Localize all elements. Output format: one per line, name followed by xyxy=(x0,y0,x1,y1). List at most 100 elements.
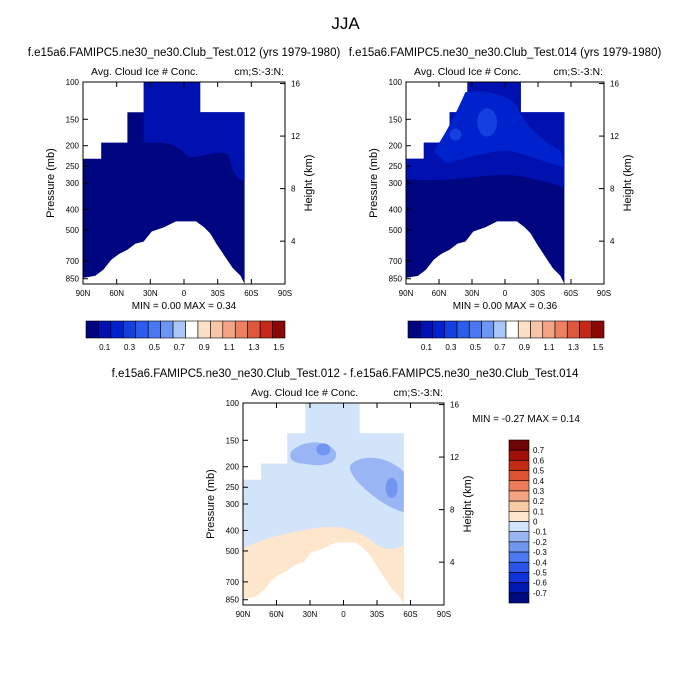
height-tick-label: 12 xyxy=(610,132,619,141)
colorbar-label: 0 xyxy=(533,518,538,527)
colorbar-swatch xyxy=(508,480,530,492)
colorbar-swatch xyxy=(508,592,530,604)
colorbar-swatch xyxy=(517,320,531,339)
colorbar-label: -0.2 xyxy=(533,538,547,547)
colorbar-swatch xyxy=(172,320,186,339)
field-level-2 xyxy=(143,82,245,180)
y-tick-label: 250 xyxy=(226,483,240,492)
colorbar-swatch xyxy=(508,541,530,553)
colorbar-swatch xyxy=(508,572,530,583)
colorbar-swatch xyxy=(508,551,530,563)
colorbar-label: 0.4 xyxy=(533,477,545,486)
x-tick-label: 90S xyxy=(597,289,611,298)
colorbar-label: 0.7 xyxy=(174,343,186,352)
colorbar-label: 0.7 xyxy=(533,446,545,455)
y-tick-label: 150 xyxy=(226,436,240,445)
colorbar-label: 0.3 xyxy=(445,343,457,352)
x-tick-label: 0 xyxy=(182,289,187,298)
colorbar-swatch xyxy=(508,470,530,482)
y-tick-label: 300 xyxy=(389,179,403,188)
x-tick-label: 0 xyxy=(503,289,508,298)
colorbar-swatch xyxy=(505,320,519,339)
y-tick-label: 500 xyxy=(226,547,240,556)
colorbar-label: -0.6 xyxy=(533,579,547,588)
colorbar-label: 1.1 xyxy=(543,343,555,352)
colorbar-label: 0.2 xyxy=(533,497,545,506)
colorbar-swatch xyxy=(542,320,556,339)
colorbar-swatch xyxy=(579,320,593,339)
y-tick-label: 700 xyxy=(389,257,403,266)
colorbar-swatch xyxy=(210,320,224,339)
colorbar-label: 1.3 xyxy=(248,343,260,352)
x-tick-label: 60N xyxy=(432,289,447,298)
x-tick-label: 90N xyxy=(399,289,414,298)
y-tick-label: 400 xyxy=(389,205,403,214)
panels-group: f.e15a6.FAMIPC5.ne30_ne30.Club_Test.012 … xyxy=(28,47,662,619)
colorbar-label: 0.9 xyxy=(519,343,531,352)
x-tick-label: 60N xyxy=(269,610,284,619)
colorbar-label: 1.5 xyxy=(273,343,285,352)
colorbar: 0.1 0.3 0.5 0.7 0.9 1.1 1.3 1.5 xyxy=(85,320,286,352)
contour-field xyxy=(243,403,444,605)
min-max-label: MIN = 0.00 MAX = 0.34 xyxy=(132,301,237,312)
y-tick-label: 200 xyxy=(226,463,240,472)
y-tick-label: 150 xyxy=(66,115,80,124)
panel-title: f.e15a6.FAMIPC5.ne30_ne30.Club_Test.012 … xyxy=(28,47,341,59)
panel-title: f.e15a6.FAMIPC5.ne30_ne30.Club_Test.012 … xyxy=(112,368,579,380)
colorbar-swatch xyxy=(432,320,446,339)
x-tick-label: 60S xyxy=(244,289,258,298)
colorbar-swatch xyxy=(234,320,248,339)
height-tick-label: 4 xyxy=(450,558,455,567)
colorbar-swatch xyxy=(566,320,580,339)
height-tick-label: 16 xyxy=(610,80,619,89)
colorbar-swatch xyxy=(135,320,149,339)
colorbar-label: 0.1 xyxy=(533,507,545,516)
height-tick-label: 8 xyxy=(610,185,615,194)
x-tick-label: 30S xyxy=(211,289,225,298)
height-tick-label: 12 xyxy=(291,132,300,141)
min-max-label: MIN = 0.00 MAX = 0.36 xyxy=(453,301,558,312)
colorbar-swatch xyxy=(123,320,137,339)
colorbar-swatch xyxy=(259,320,273,339)
x-tick-label: 30N xyxy=(143,289,158,298)
y-tick-label: 850 xyxy=(66,275,80,284)
colorbar-label: 1.3 xyxy=(568,343,580,352)
y-tick-label: 100 xyxy=(66,78,80,87)
diff-field-min xyxy=(385,477,398,498)
chart-panel-1: f.e15a6.FAMIPC5.ne30_ne30.Club_Test.012 … xyxy=(28,47,341,352)
height-tick-label: 16 xyxy=(450,401,459,410)
colorbar: 0.70.60.50.40.30.20.10-0.1-0.2-0.3-0.4-0… xyxy=(508,439,547,604)
x-tick-label: 30N xyxy=(465,289,480,298)
contour-field xyxy=(83,82,285,284)
colorbar-swatch xyxy=(185,320,199,339)
colorbar-label: -0.3 xyxy=(533,548,547,557)
colorbar-label: 0.3 xyxy=(124,343,136,352)
height-tick-label: 4 xyxy=(610,237,615,246)
colorbar-label: 0.1 xyxy=(421,343,433,352)
y-tick-label: 500 xyxy=(389,226,403,235)
colorbar-swatch xyxy=(508,521,530,532)
colorbar-swatch xyxy=(493,320,507,339)
y-axis-label: Pressure (mb) xyxy=(45,148,57,218)
x-tick-label: 90S xyxy=(437,610,451,619)
colorbar-label: -0.5 xyxy=(533,568,547,577)
variable-label: Avg. Cloud Ice # Conc. xyxy=(251,387,358,399)
colorbar-label: -0.4 xyxy=(533,558,547,567)
chart-panel-2: f.e15a6.FAMIPC5.ne30_ne30.Club_Test.014 … xyxy=(349,47,662,352)
x-tick-label: 30S xyxy=(370,610,384,619)
colorbar-swatch xyxy=(407,320,421,339)
height-tick-label: 8 xyxy=(291,185,296,194)
colorbar: 0.1 0.3 0.5 0.7 0.9 1.1 1.3 1.5 xyxy=(407,320,605,352)
colorbar-label: 0.5 xyxy=(533,467,545,476)
diff-field-min xyxy=(316,443,331,456)
colorbar-swatch xyxy=(508,460,530,471)
colorbar-swatch xyxy=(508,500,530,512)
x-tick-label: 0 xyxy=(341,610,346,619)
colorbar-swatch xyxy=(98,320,112,339)
surface-missing-region xyxy=(406,221,565,284)
colorbar-swatch xyxy=(456,320,470,339)
colorbar-swatch xyxy=(419,320,433,339)
field-level-4-max xyxy=(449,128,462,141)
colorbar-swatch xyxy=(247,320,261,339)
y-tick-label: 250 xyxy=(66,162,80,171)
